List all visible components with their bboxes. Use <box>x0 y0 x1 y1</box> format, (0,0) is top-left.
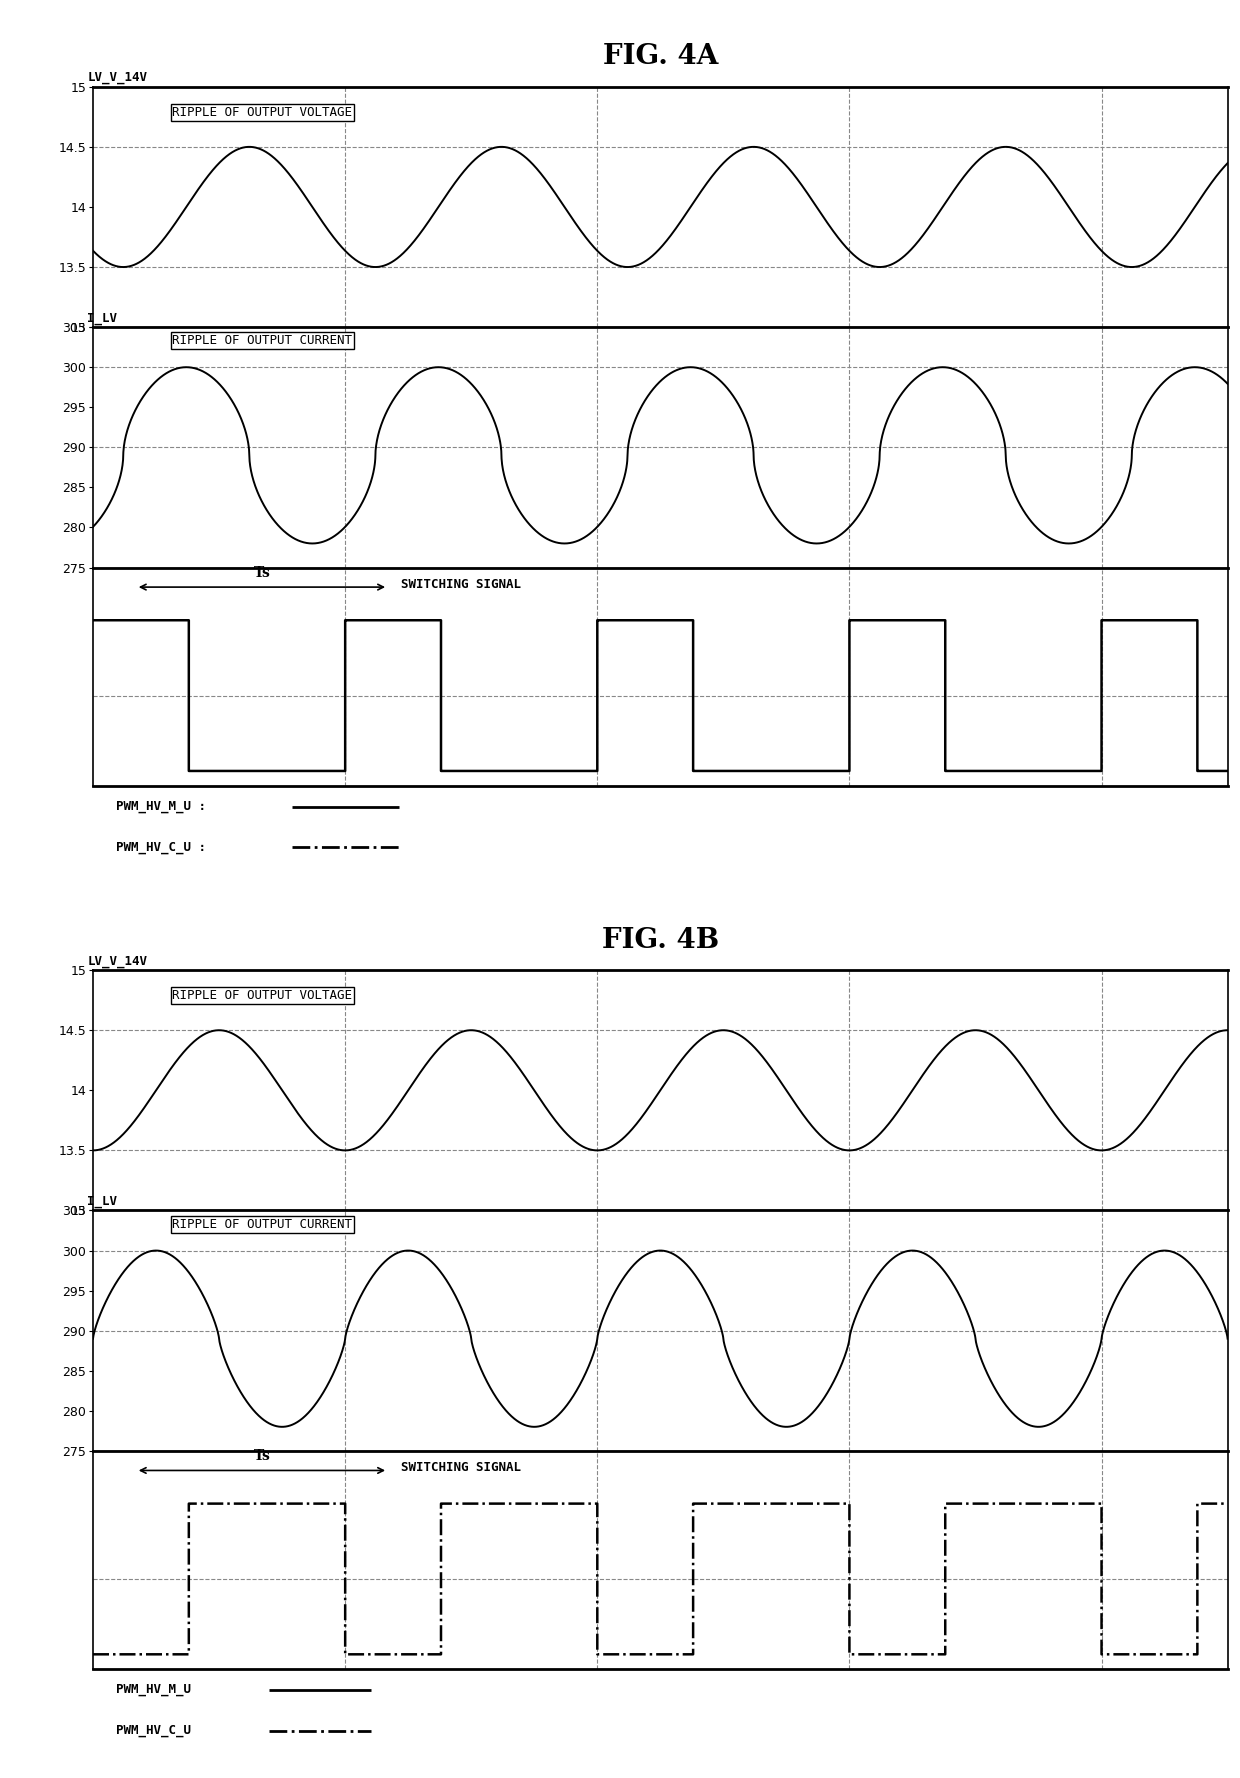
Text: LV_V_14V: LV_V_14V <box>87 71 148 84</box>
Text: FIG. 4B: FIG. 4B <box>601 926 719 953</box>
Text: FIG. 4A: FIG. 4A <box>603 43 718 69</box>
Text: I_LV: I_LV <box>87 311 118 325</box>
Text: Ts: Ts <box>253 1449 270 1463</box>
Text: RIPPLE OF OUTPUT CURRENT: RIPPLE OF OUTPUT CURRENT <box>172 334 352 347</box>
Text: RIPPLE OF OUTPUT VOLTAGE: RIPPLE OF OUTPUT VOLTAGE <box>172 107 352 119</box>
Text: RIPPLE OF OUTPUT VOLTAGE: RIPPLE OF OUTPUT VOLTAGE <box>172 989 352 1003</box>
Text: PWM_HV_M_U :: PWM_HV_M_U : <box>115 800 206 813</box>
Text: PWM_HV_C_U: PWM_HV_C_U <box>115 1725 191 1737</box>
Text: PWM_HV_C_U :: PWM_HV_C_U : <box>115 841 206 853</box>
Text: PWM_HV_M_U: PWM_HV_M_U <box>115 1684 191 1696</box>
Text: I_LV: I_LV <box>87 1195 118 1207</box>
Text: RIPPLE OF OUTPUT CURRENT: RIPPLE OF OUTPUT CURRENT <box>172 1218 352 1230</box>
Text: LV_V_14V: LV_V_14V <box>87 955 148 967</box>
Text: SWITCHING SIGNAL: SWITCHING SIGNAL <box>401 1462 521 1474</box>
Text: Ts: Ts <box>253 565 270 580</box>
Text: SWITCHING SIGNAL: SWITCHING SIGNAL <box>401 578 521 590</box>
